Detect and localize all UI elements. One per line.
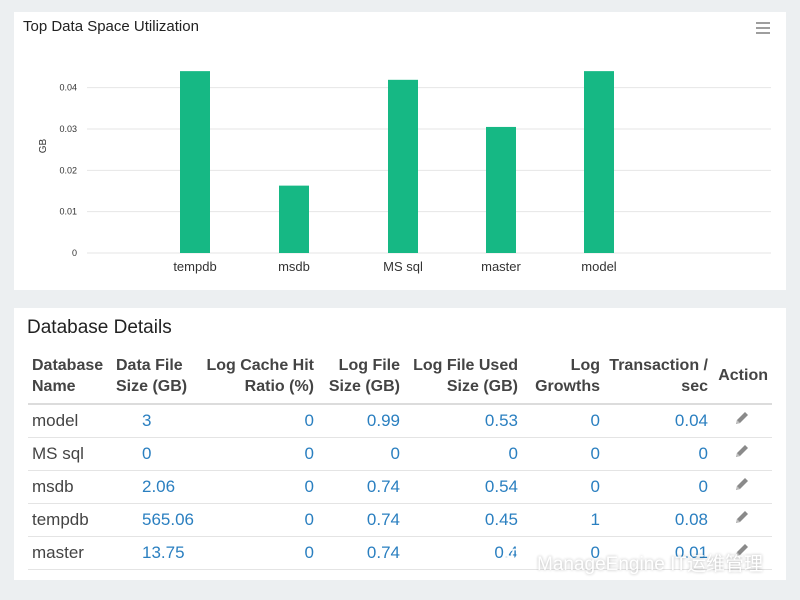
details-title: Database Details — [27, 317, 172, 338]
action-cell — [712, 503, 772, 537]
watermark-text: ManageEngine IT运维管理 — [537, 553, 763, 575]
x-tick-label: tempdb — [173, 259, 216, 274]
y-tick-label: 0 — [72, 248, 77, 258]
log-file-size: 0 — [318, 437, 404, 471]
bar[interactable] — [180, 71, 210, 253]
wechat-icon — [505, 548, 531, 576]
chart-title: Top Data Space Utilization — [23, 18, 199, 35]
x-tick-label: master — [481, 259, 521, 274]
data-file-size: 13.75 — [112, 536, 198, 570]
log-growths: 0 — [522, 470, 604, 504]
log-file-used-size: 0.4 — [404, 536, 522, 570]
transactions-per-sec: 0.04 — [604, 404, 712, 438]
log-file-size: 0.74 — [318, 536, 404, 570]
action-cell — [712, 470, 772, 504]
column-header[interactable]: Log Cache Hit Ratio (%) — [198, 348, 318, 405]
database-name[interactable]: master — [28, 536, 112, 570]
table-row: master 13.75 0 0.74 0.4 0 0.01 — [28, 536, 772, 570]
column-header[interactable]: Log Growths — [522, 348, 604, 405]
log-cache-hit-ratio: 0 — [198, 503, 318, 537]
log-growths: 1 — [522, 503, 604, 537]
bar[interactable] — [584, 71, 614, 253]
log-file-used-size: 0.54 — [404, 470, 522, 504]
table-header-row: Database Name Data File Size (GB) Log Ca… — [28, 348, 772, 405]
column-header: Action — [712, 348, 772, 405]
pencil-edit-icon[interactable] — [734, 476, 750, 497]
x-tick-label: msdb — [278, 259, 310, 274]
table-row: tempdb 565.06 0 0.74 0.45 1 0.08 — [28, 503, 772, 537]
y-tick-label: 0.03 — [59, 124, 77, 134]
log-cache-hit-ratio: 0 — [198, 437, 318, 471]
database-name[interactable]: msdb — [28, 470, 112, 504]
bar[interactable] — [388, 79, 418, 254]
action-cell — [712, 536, 772, 570]
database-name[interactable]: tempdb — [28, 503, 112, 537]
bar[interactable] — [279, 185, 309, 253]
bar-chart: 0 0.01 0.02 0.03 0.04 GB tempdb msdb MS sql maste… — [38, 71, 771, 274]
log-cache-hit-ratio: 0 — [198, 404, 318, 438]
hamburger-menu-icon[interactable] — [756, 22, 770, 34]
database-details-table: Database Name Data File Size (GB) Log Ca… — [28, 348, 772, 570]
database-details-panel: Database Details Database Name Data File… — [14, 308, 786, 580]
table-row: model 3 0 0.99 0.53 0 0.04 — [28, 404, 772, 438]
action-cell — [712, 404, 772, 438]
log-file-size: 0.99 — [318, 404, 404, 438]
column-header[interactable]: Log File Used Size (GB) — [404, 348, 522, 405]
log-growths: 0 — [522, 437, 604, 471]
table-row: msdb 2.06 0 0.74 0.54 0 0 — [28, 470, 772, 504]
data-file-size: 2.06 — [112, 470, 198, 504]
log-file-used-size: 0 — [404, 437, 522, 471]
database-name[interactable]: model — [28, 404, 112, 438]
y-tick-label: 0.04 — [59, 83, 77, 93]
action-cell — [712, 437, 772, 471]
data-file-size: 565.06 — [112, 503, 198, 537]
column-header[interactable]: Database Name — [28, 348, 112, 405]
pencil-edit-icon[interactable] — [734, 443, 750, 464]
log-file-size: 0.74 — [318, 470, 404, 504]
bar[interactable] — [486, 126, 516, 253]
database-name[interactable]: MS sql — [28, 437, 112, 471]
log-file-size: 0.74 — [318, 503, 404, 537]
pencil-edit-icon[interactable] — [734, 509, 750, 530]
column-header[interactable]: Transaction / sec — [604, 348, 712, 405]
data-file-size: 0 — [112, 437, 198, 471]
log-growths: 0 — [522, 536, 604, 570]
transactions-per-sec: 0.08 — [604, 503, 712, 537]
log-file-used-size: 0.45 — [404, 503, 522, 537]
pencil-edit-icon[interactable] — [734, 542, 750, 563]
transactions-per-sec: 0 — [604, 470, 712, 504]
log-file-used-size: 0.53 — [404, 404, 522, 438]
transactions-per-sec: 0.01 — [604, 536, 712, 570]
y-tick-label: 0.02 — [59, 165, 77, 175]
data-file-size: 3 — [112, 404, 198, 438]
y-axis-label: GB — [38, 138, 49, 153]
table-row: MS sql 0 0 0 0 0 0 — [28, 437, 772, 471]
y-tick-label: 0.01 — [59, 207, 77, 217]
transactions-per-sec: 0 — [604, 437, 712, 471]
x-tick-label: MS sql — [383, 259, 423, 274]
chart-panel: Top Data Space Utilization 0 0.01 0.02 0.03… — [14, 12, 786, 290]
column-header[interactable]: Data File Size (GB) — [112, 348, 198, 405]
log-cache-hit-ratio: 0 — [198, 536, 318, 570]
column-header[interactable]: Log File Size (GB) — [318, 348, 404, 405]
pencil-edit-icon[interactable] — [734, 410, 750, 431]
log-cache-hit-ratio: 0 — [198, 470, 318, 504]
log-growths: 0 — [522, 404, 604, 438]
watermark: ManageEngine IT运维管理 — [505, 548, 763, 576]
x-tick-label: model — [581, 259, 617, 274]
